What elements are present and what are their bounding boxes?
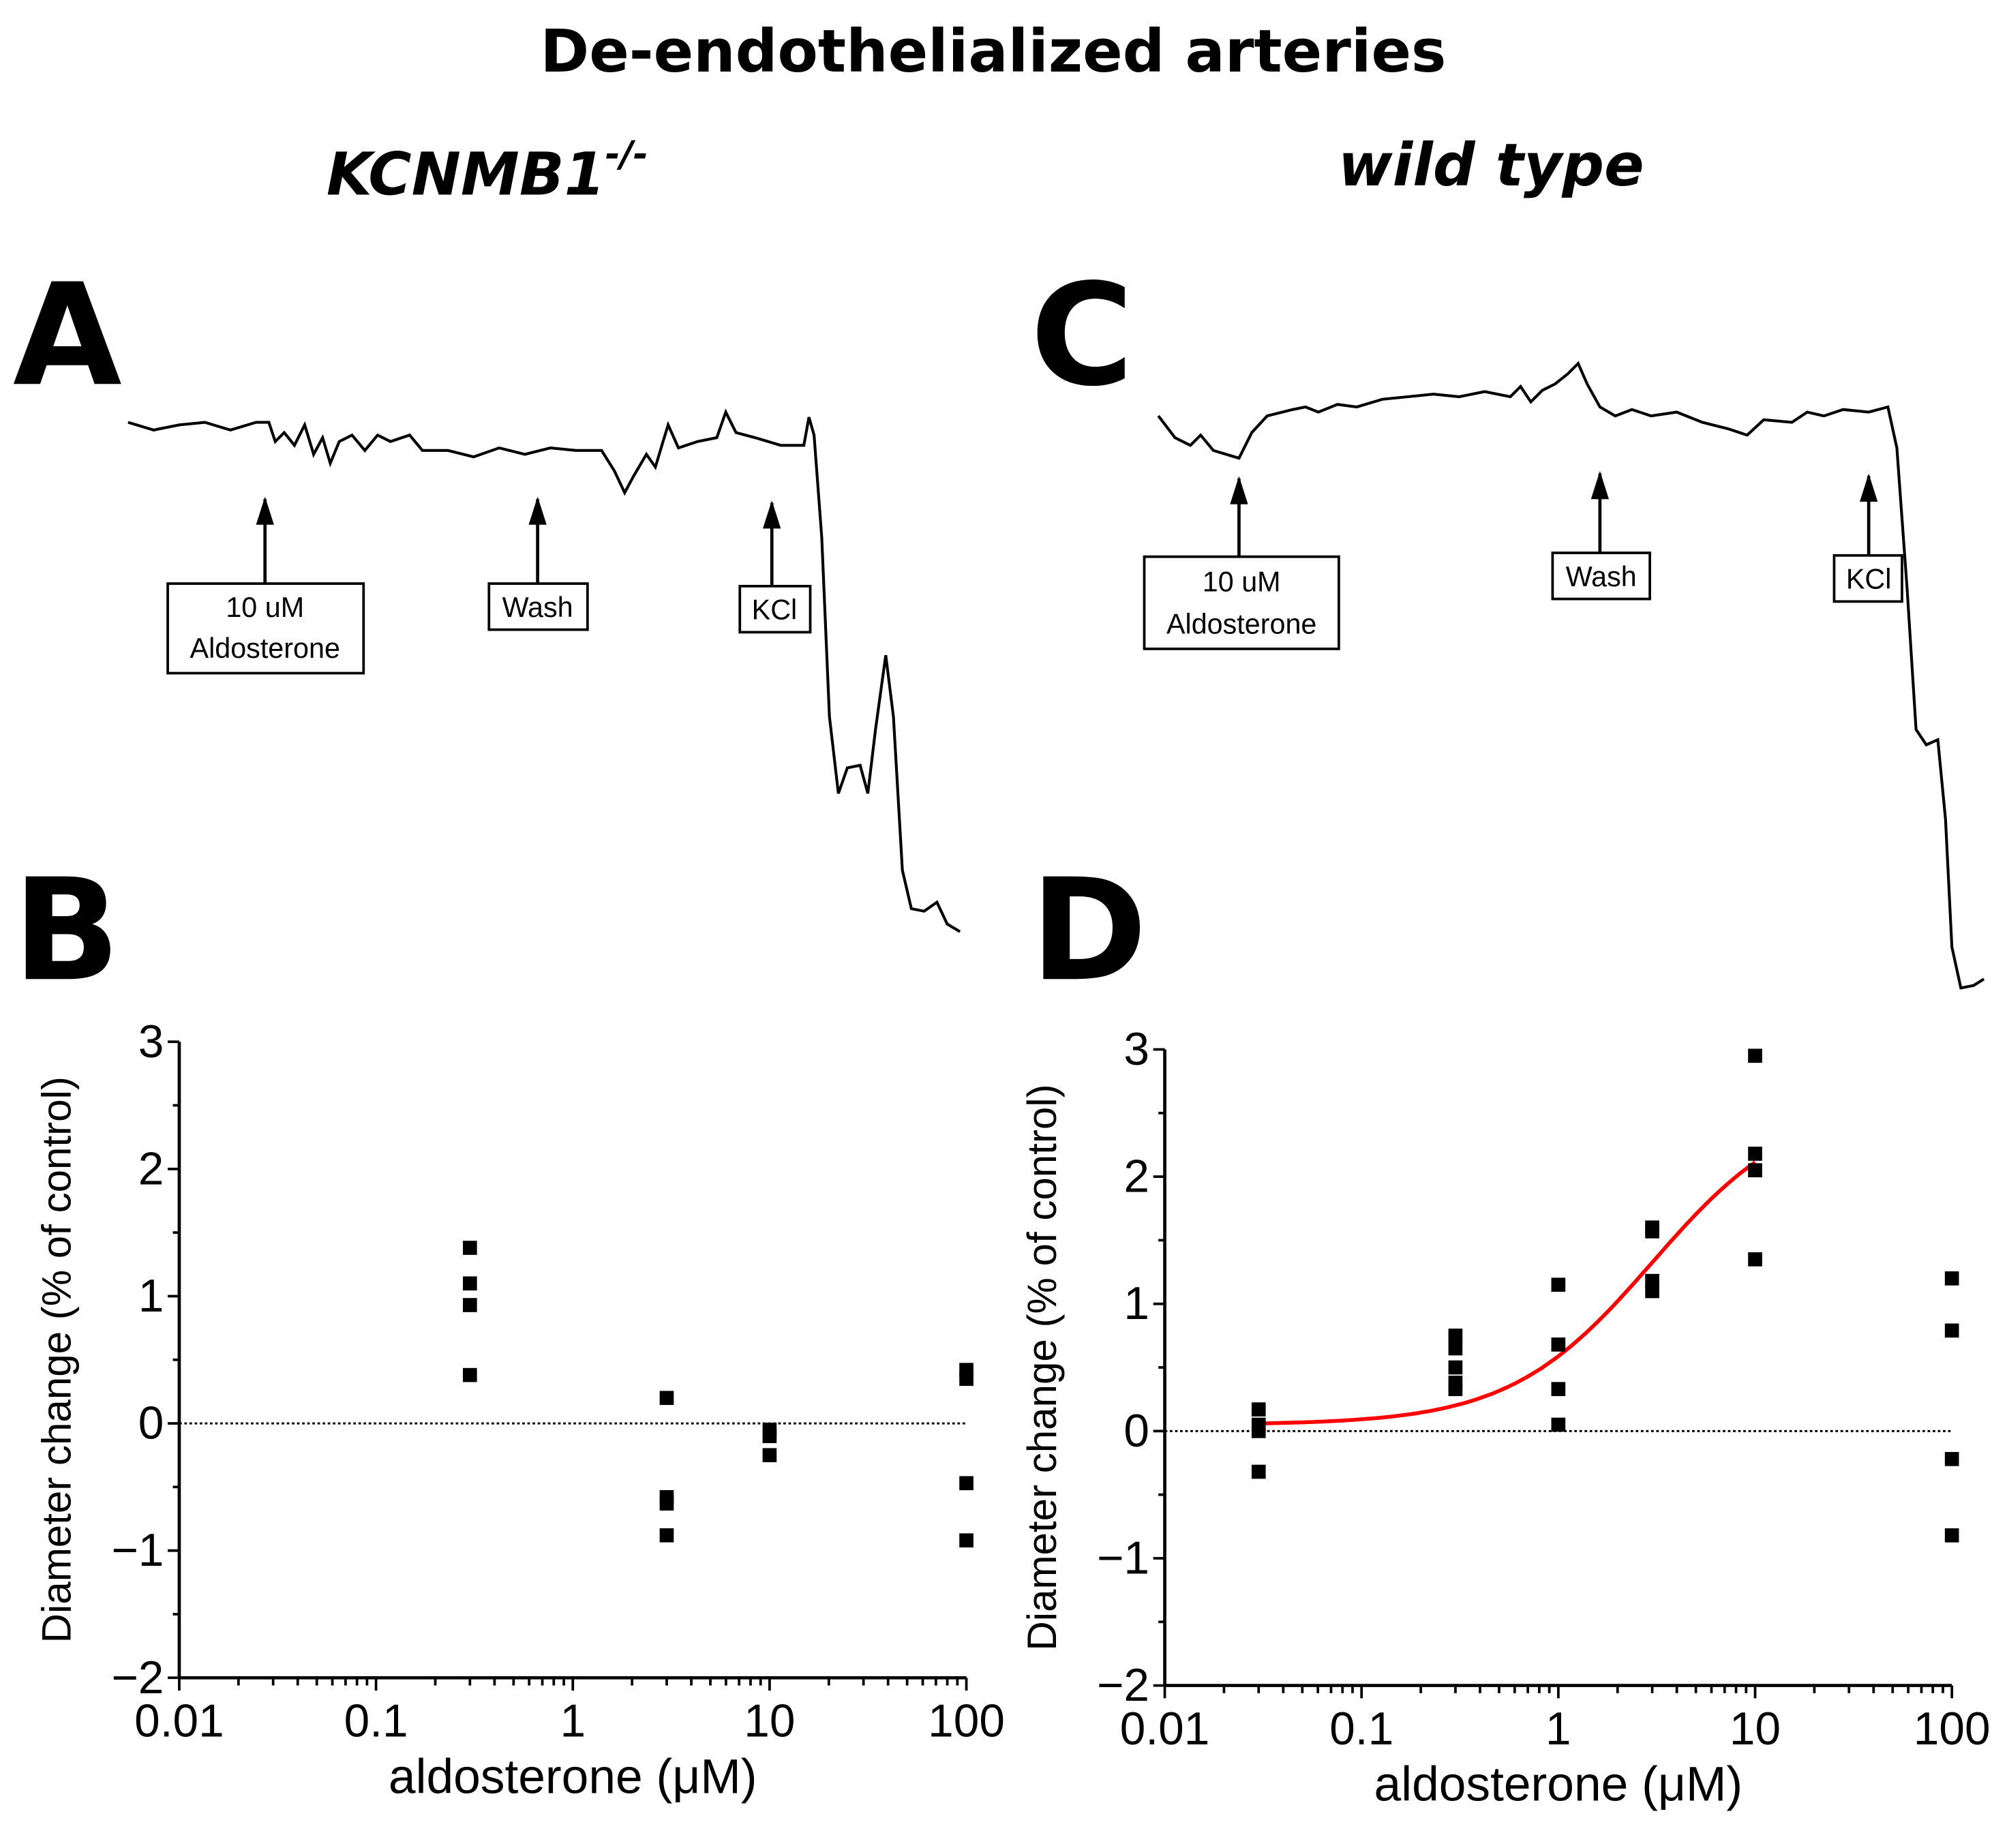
data-point: [1251, 1424, 1266, 1438]
x-tick-label: 100: [1914, 1703, 1991, 1755]
panel-letter-b: B: [13, 848, 120, 1012]
data-point: [1645, 1224, 1659, 1239]
x-axis-label: aldosterone (μM): [1374, 1757, 1743, 1812]
chart-b: −2 −1 0 1 2 3 0.01 0.1 1 10 100 aldosterone (μM) Dia…: [33, 1016, 1005, 1804]
y-tick-label: 3: [1123, 1024, 1149, 1075]
panel-letter-a: A: [13, 253, 122, 417]
data-point: [1748, 1163, 1762, 1178]
x-tick-label: 0.01: [1120, 1703, 1210, 1755]
data-point: [762, 1429, 777, 1444]
data-point: [1551, 1277, 1566, 1292]
y-tick-label: −1: [1097, 1532, 1149, 1584]
data-point: [959, 1372, 974, 1387]
chart-d: −2 −1 0 1 2 3 0.01 0.1 1 10 100 aldosterone (μM) Dia…: [1019, 1024, 1991, 1812]
trace-a-aldo-label-1: 10 uM: [226, 592, 304, 623]
left-heading: KCNMB1-/-: [327, 134, 648, 209]
data-point: [1944, 1528, 1959, 1543]
data-point: [1448, 1329, 1463, 1343]
data-point: [462, 1276, 477, 1291]
data-point: [1448, 1382, 1463, 1397]
data-point: [1551, 1382, 1566, 1397]
trace-c-wash-label: Wash: [1566, 561, 1637, 592]
data-point: [1944, 1271, 1959, 1286]
trace-a: [127, 408, 961, 933]
data-point: [1551, 1417, 1566, 1432]
data-point: [1251, 1402, 1266, 1417]
data-point: [959, 1476, 974, 1491]
trace-a-aldo-label-2: Aldosterone: [190, 633, 340, 664]
data-point: [959, 1533, 974, 1548]
x-tick-label: 0.1: [344, 1696, 408, 1747]
data-point: [1448, 1360, 1463, 1375]
data-point: [659, 1528, 674, 1543]
y-tick-label: 0: [138, 1398, 164, 1449]
trace-c-kcl-label: KCl: [1846, 564, 1892, 595]
data-point: [1645, 1284, 1659, 1299]
data-point: [462, 1241, 477, 1255]
data-point: [1748, 1147, 1762, 1161]
x-tick-label: 1: [1545, 1703, 1571, 1755]
x-tick-label: 10: [744, 1696, 795, 1747]
data-point: [1944, 1323, 1959, 1338]
data-point: [462, 1367, 477, 1382]
trace-a-wash-label: Wash: [502, 592, 573, 623]
trace-c: [1157, 361, 1985, 990]
data-point: [1448, 1341, 1463, 1356]
y-tick-label: 2: [1123, 1151, 1149, 1202]
data-point: [1251, 1464, 1266, 1479]
y-tick-label: −1: [111, 1525, 164, 1576]
trace-c-aldo-label-1: 10 uM: [1203, 566, 1281, 597]
y-tick-label: 3: [138, 1016, 164, 1067]
data-point: [659, 1496, 674, 1511]
trace-c-annotations: 10 uM Aldosterone Wash KCl: [1143, 470, 1903, 650]
trace-a-kcl-label: KCl: [752, 594, 798, 626]
left-heading-sup: -/-: [605, 134, 648, 175]
data-point: [762, 1448, 777, 1463]
y-tick-label: 1: [138, 1271, 164, 1322]
x-tick-label: 10: [1730, 1703, 1781, 1755]
panel-letter-c: C: [1030, 253, 1134, 417]
figure-title: De-endothelialized arteries: [541, 18, 1447, 86]
right-heading: wild type: [1338, 132, 1644, 200]
x-tick-label: 0.1: [1329, 1703, 1393, 1755]
trace-a-annotations: 10 uM Aldosterone Wash KCl: [166, 496, 812, 675]
y-axis-label: Diameter change (% of control): [1019, 1084, 1065, 1650]
data-point: [1748, 1252, 1762, 1267]
data-point: [1944, 1452, 1959, 1466]
x-tick-label: 100: [928, 1696, 1005, 1747]
fit-curve: [1258, 1160, 1757, 1425]
y-axis-label: Diameter change (% of control): [33, 1076, 79, 1643]
data-point: [462, 1298, 477, 1312]
y-tick-label: 0: [1123, 1406, 1149, 1457]
panel-letter-d: D: [1030, 848, 1147, 1012]
x-axis-label: aldosterone (μM): [389, 1749, 757, 1804]
left-heading-main: KCNMB1: [327, 140, 605, 209]
y-tick-label: −2: [1097, 1660, 1149, 1711]
x-tick-label: 0.01: [134, 1696, 224, 1747]
data-point: [1551, 1337, 1566, 1352]
y-tick-label: −2: [111, 1652, 164, 1703]
y-tick-label: 1: [1123, 1278, 1149, 1329]
data-point: [1748, 1048, 1762, 1063]
trace-c-aldo-label-2: Aldosterone: [1166, 608, 1316, 639]
data-point: [659, 1391, 674, 1406]
x-tick-label: 1: [560, 1696, 586, 1747]
y-tick-label: 2: [138, 1143, 164, 1194]
